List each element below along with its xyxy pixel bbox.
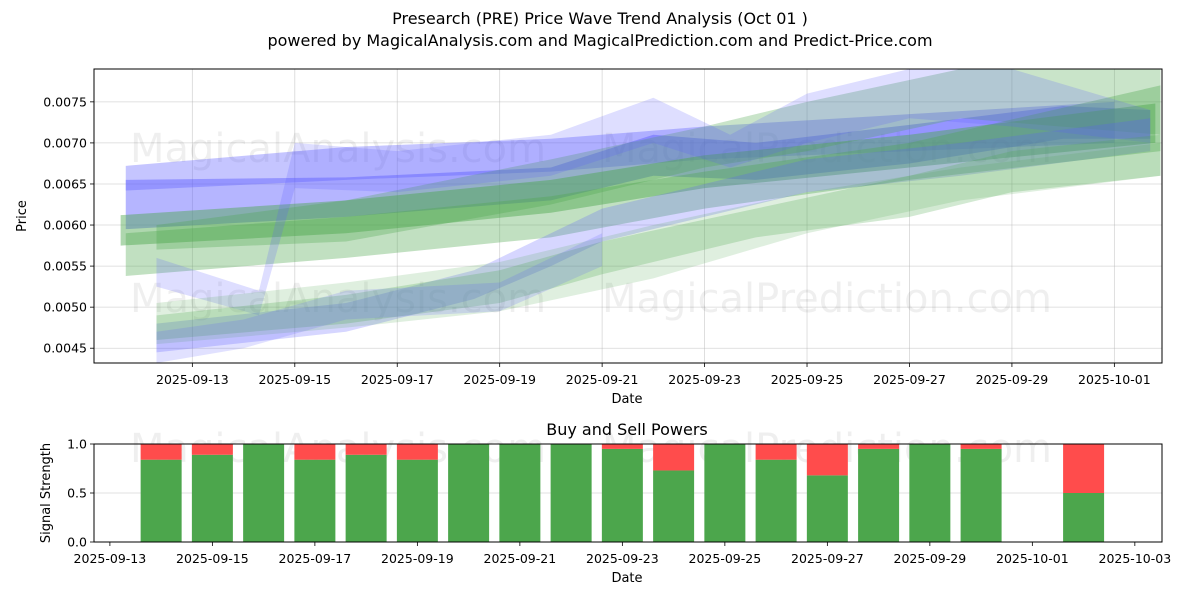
signal-x-tick-label: 2025-09-25 bbox=[689, 551, 762, 566]
signal-y-ticks: 0.0 0.5 1.0 bbox=[67, 437, 94, 550]
buy-bar bbox=[140, 459, 182, 542]
watermark-4: MagicalPrediction.com bbox=[602, 276, 1052, 322]
buy-bar bbox=[755, 459, 797, 542]
buy-bar bbox=[909, 444, 951, 542]
main-grid bbox=[94, 69, 1162, 363]
watermark-2: MagicalPrediction.com bbox=[602, 126, 1052, 172]
signal-x-tick-label: 2025-09-13 bbox=[74, 551, 147, 566]
buy-bar bbox=[294, 459, 336, 542]
signal-x-tick-label: 2025-09-21 bbox=[484, 551, 557, 566]
main-y-ticks: 0.0045 0.0050 0.0055 0.0060 0.0065 0.0070 0.00… bbox=[43, 94, 94, 356]
buy-bar bbox=[243, 444, 285, 542]
main-x-tick-label: 2025-09-27 bbox=[873, 372, 946, 387]
main-x-tick-label: 2025-09-23 bbox=[668, 372, 741, 387]
sell-bar bbox=[294, 444, 336, 460]
sell-bar bbox=[755, 444, 797, 460]
buy-bar bbox=[858, 448, 900, 542]
signal-y-axis-label: Signal Strength bbox=[39, 443, 54, 543]
main-plot-frame bbox=[93, 68, 1163, 364]
price-band-blue bbox=[156, 118, 1151, 353]
sell-bar bbox=[345, 444, 387, 455]
price-bands bbox=[120, 69, 1161, 363]
buy-bar bbox=[806, 475, 848, 542]
buy-bar bbox=[191, 454, 233, 542]
sell-bar bbox=[960, 444, 1002, 449]
price-band-blue bbox=[156, 233, 603, 363]
buy-bar bbox=[499, 444, 541, 542]
price-band-green bbox=[156, 69, 1161, 250]
main-y-tick-label: 0.0070 bbox=[43, 135, 87, 150]
main-x-tick-label: 2025-09-25 bbox=[771, 372, 844, 387]
chart-subtitle: powered by MagicalAnalysis.com and Magic… bbox=[267, 31, 933, 50]
signal-x-tick-label: 2025-09-17 bbox=[279, 551, 352, 566]
main-y-tick-label: 0.0050 bbox=[43, 300, 87, 315]
watermark-1: MagicalAnalysis.com bbox=[130, 126, 546, 172]
sell-bar bbox=[806, 444, 848, 476]
main-x-axis-label: Date bbox=[611, 392, 642, 407]
main-y-tick-label: 0.0060 bbox=[43, 218, 87, 233]
signal-x-tick-label: 2025-09-15 bbox=[176, 551, 249, 566]
buy-bar bbox=[550, 444, 592, 542]
main-y-axis-label: Price bbox=[15, 200, 30, 232]
buy-bar bbox=[448, 444, 490, 542]
buy-bar bbox=[1063, 493, 1105, 542]
buy-bar bbox=[345, 454, 387, 542]
signal-bars bbox=[140, 444, 1105, 542]
sell-bar bbox=[191, 444, 233, 455]
sell-bar bbox=[858, 444, 900, 449]
signal-x-tick-label: 2025-09-27 bbox=[791, 551, 864, 566]
signal-x-tick-label: 2025-10-03 bbox=[1099, 551, 1172, 566]
watermark-3: MagicalAnalysis.com bbox=[130, 276, 546, 322]
main-x-tick-label: 2025-09-19 bbox=[463, 372, 536, 387]
price-band-green bbox=[156, 142, 1161, 345]
price-band-blue bbox=[125, 101, 1115, 191]
main-y-tick-label: 0.0065 bbox=[43, 176, 87, 191]
main-x-tick-label: 2025-09-17 bbox=[361, 372, 434, 387]
main-x-tick-label: 2025-10-01 bbox=[1078, 372, 1151, 387]
main-y-tick-label: 0.0045 bbox=[43, 341, 87, 356]
chart-title: Presearch (PRE) Price Wave Trend Analysi… bbox=[392, 9, 808, 28]
price-band-green bbox=[156, 134, 1161, 341]
signal-y-tick-label: 1.0 bbox=[67, 437, 87, 452]
buy-bar bbox=[396, 459, 438, 542]
sell-bar bbox=[140, 444, 182, 460]
signal-x-tick-label: 2025-09-23 bbox=[586, 551, 659, 566]
buy-bar bbox=[960, 448, 1002, 542]
price-band-blue bbox=[125, 105, 1151, 230]
main-x-tick-label: 2025-09-15 bbox=[258, 372, 331, 387]
main-y-tick-label: 0.0055 bbox=[43, 259, 87, 274]
main-x-tick-label: 2025-09-13 bbox=[156, 372, 229, 387]
buy-bar bbox=[653, 470, 695, 542]
signal-x-axis-label: Date bbox=[611, 571, 642, 586]
sell-bar bbox=[601, 444, 643, 449]
signal-x-tick-label: 2025-09-29 bbox=[894, 551, 967, 566]
main-x-tick-label: 2025-09-21 bbox=[566, 372, 639, 387]
main-y-tick-label: 0.0075 bbox=[43, 94, 87, 109]
main-x-tick-label: 2025-09-29 bbox=[976, 372, 1049, 387]
main-x-ticks: 2025-09-13 2025-09-15 2025-09-17 2025-09-19… bbox=[156, 363, 1151, 387]
signal-y-tick-label: 0.0 bbox=[67, 535, 87, 550]
signal-y-tick-label: 0.5 bbox=[67, 486, 87, 501]
sell-bar bbox=[653, 444, 695, 471]
buy-bar bbox=[704, 444, 746, 542]
signal-x-tick-label: 2025-10-01 bbox=[996, 551, 1069, 566]
price-band-blue bbox=[156, 69, 1151, 316]
sell-bar bbox=[1063, 444, 1105, 493]
price-band-green bbox=[125, 85, 1161, 276]
signal-chart-title: Buy and Sell Powers bbox=[546, 420, 708, 439]
buy-bar bbox=[601, 448, 643, 542]
signal-x-tick-label: 2025-09-19 bbox=[381, 551, 454, 566]
sell-bar bbox=[396, 444, 438, 460]
signal-x-ticks: 2025-09-13 2025-09-15 2025-09-17 2025-09-19… bbox=[74, 542, 1172, 566]
price-band-green bbox=[120, 103, 1156, 246]
